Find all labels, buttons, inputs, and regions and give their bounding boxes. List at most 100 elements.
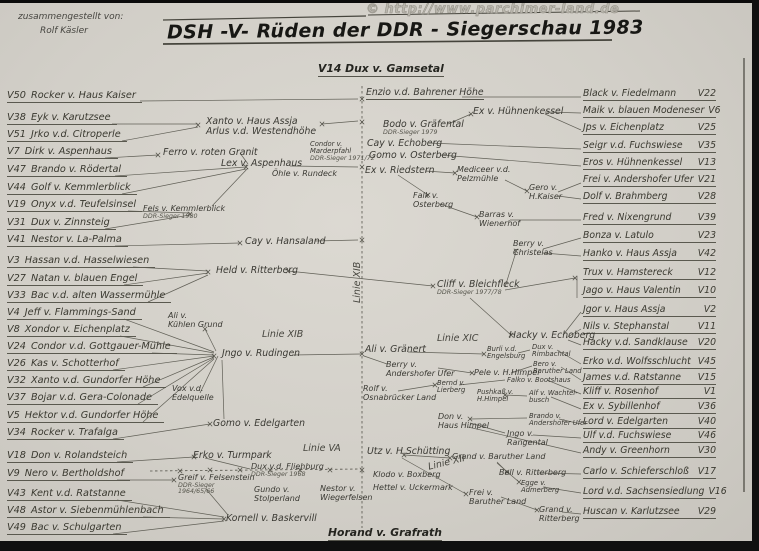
dog-name: Condor v.d. Gottgauer-Mühle — [30, 341, 171, 352]
right-rated-dog-row: Hanko v. Haus Assja V42 — [583, 248, 716, 261]
v-rank: V32 — [7, 375, 26, 386]
v-rank: V26 — [7, 358, 26, 369]
pedigree-line — [211, 167, 249, 207]
left-rated-dog-row: V4 Jeff v. Flammings-Sand — [7, 307, 142, 320]
credit-line-2: Rolf Käsler — [40, 26, 88, 37]
page-title: DSH -V- Rüden der DDR - Siegerschau 1983 — [166, 16, 644, 44]
ancestor-node-bodo: Bodo v. Gräfental DDR-Sieger 1979 — [383, 119, 464, 137]
pedigree-line — [237, 467, 243, 473]
v-rank: V20 — [697, 337, 716, 348]
right-rated-dog-row: James v.d. Ratstanne V15 — [583, 372, 716, 385]
bloodline-label: Linie VA — [303, 443, 341, 454]
ancestor-node-ferro: Ferro v. roten Granit — [163, 147, 258, 158]
left-rated-dog-row: V3 Hassan v.d. Hasselwiesen — [7, 255, 156, 268]
ancestor-node-kornell: Kornell v. Baskervill — [226, 513, 317, 524]
bloodline-label: Linie XIB — [262, 329, 304, 340]
ancestor-node-erko-turmpark: Erko v. Turmpark — [193, 450, 272, 461]
v-rank: V18 — [7, 450, 26, 461]
ancestor-node-gomo-osterberg: Gomo v. Osterberg — [369, 150, 457, 161]
right-rated-dog-row: Maik v. blauen Modeneser V6 — [583, 105, 721, 118]
pedigree-line — [359, 119, 365, 125]
ancestor-node-klodo-boxberg: Klodo v. Boxberg — [373, 470, 441, 479]
dog-name: Golf v. Kemmlerblick — [30, 182, 131, 193]
scan-border-top — [0, 0, 759, 3]
dog-name: Rocker v. Trafalga — [30, 427, 118, 438]
dog-name: James v.d. Ratstanne — [583, 372, 682, 383]
pedigree-line — [458, 379, 506, 386]
right-rated-dog-row: Kliff v. Rosenhof V1 — [583, 386, 716, 399]
right-rated-dog-row: Andy v. Greenhorn V30 — [583, 445, 716, 458]
dog-name: Natan v. blauen Engel — [30, 273, 138, 284]
v-rank: V37 — [7, 392, 26, 403]
v-rank: V29 — [697, 506, 716, 517]
pedigree-line — [359, 467, 365, 473]
right-rated-dog-row: Fred v. Nixengrund V39 — [583, 212, 716, 225]
dog-name: Frei v. Andershofer Ufer — [583, 174, 694, 185]
pedigree-line — [481, 351, 487, 357]
dog-name: Eyk v. Karutzsee — [30, 112, 111, 123]
pedigree-line — [319, 121, 325, 127]
pedigree-line — [327, 467, 333, 473]
pedigree-line — [359, 467, 365, 473]
v-rank: V27 — [7, 273, 26, 284]
v-rank: V47 — [7, 164, 26, 175]
ancestor-node-gomo-edelgarten: Gomo v. Edelgarten — [213, 418, 306, 429]
dog-name: Lord v.d. Sachsensiedlung — [583, 486, 705, 497]
v-rank: V43 — [7, 488, 26, 499]
right-rated-dog-row: Seigr v.d. Fuchswiese V35 — [583, 140, 716, 153]
pedigree-line — [211, 353, 217, 359]
v-rank: V6 — [708, 105, 721, 116]
right-rated-dog-row: Frei v. Andershofer Ufer V21 — [583, 174, 716, 187]
ancestor-node-berry-andershofer: Berry v. Andershofer Ufer — [386, 360, 455, 378]
v-rank: V38 — [7, 112, 26, 123]
dog-name: Nils v. Stephanstal — [583, 321, 669, 332]
pedigree-line — [155, 152, 161, 158]
pedigree-line — [207, 467, 213, 473]
right-rated-dog-row: Jgor v. Haus Assja V2 — [583, 304, 716, 317]
left-rated-dog-row: V50 Rocker v. Haus Kaiser — [7, 90, 142, 103]
left-rated-dog-row: V34 Rocker v. Trafalga — [7, 427, 124, 440]
right-rated-dog-row: Jago v. Haus Valentin V10 — [583, 285, 716, 298]
right-rated-dog-row: Bonza v. Latulo V23 — [583, 230, 716, 243]
v-rank: V40 — [697, 416, 716, 427]
pedigree-line — [463, 491, 469, 497]
pedigree-line — [237, 240, 243, 246]
v-rank: V2 — [703, 304, 716, 315]
pedigree-line — [327, 467, 333, 473]
pedigree-line — [427, 142, 582, 150]
dog-name: Jrko v.d. Citroperle — [30, 129, 121, 140]
ancestor-node-egge: Egge v. Admerberg — [521, 479, 560, 495]
pedigree-line — [359, 164, 365, 170]
v-rank: V16 — [708, 486, 727, 497]
ancestor-node-held: Held v. Ritterberg — [216, 265, 299, 276]
dog-name: Don v. Rolandsteich — [30, 450, 128, 461]
ancestor-node-gundo: Gundo v. Stolperland — [254, 485, 300, 503]
pedigree-line — [359, 119, 365, 125]
pedigree-line — [207, 421, 213, 427]
dog-name: Astor v. Siebenmühlenbach — [30, 505, 164, 516]
dog-name: Bac v.d. alten Wassermühle — [30, 290, 166, 301]
pedigree-line — [572, 275, 578, 281]
v-rank: V28 — [697, 191, 716, 202]
dog-name: Dolf v. Brahmberg — [583, 191, 668, 202]
ancestor-node-mediceer: Mediceer v.d. Pelzmühle — [457, 165, 511, 183]
dog-name: Ex v. Sybillenhof — [583, 401, 660, 412]
pedigree-line — [171, 477, 177, 483]
ancestor-node-don-haus-himpel: Don v. Haus Himpel — [438, 412, 489, 430]
dog-name: Hassan v.d. Hasselwiesen — [24, 255, 150, 266]
pedigree-line — [204, 328, 217, 352]
ancestor-node-ex-huehnenkessel: Ex v. Hühnenkessel — [473, 106, 564, 117]
ancestor-node-ali-kuehlen-grund: Ali v. Kühlen Grund — [168, 311, 223, 329]
dog-name: Maik v. blauen Modeneser — [583, 105, 705, 116]
v-rank: V7 — [7, 146, 20, 157]
pedigree-line — [112, 355, 215, 371]
pedigree-line — [481, 351, 487, 357]
pedigree-line — [321, 120, 359, 125]
ancestor-node-rolf-osnabruecker: Rolf v. Osnabrücker Land — [363, 384, 437, 402]
ancestor-node-dux-rimbachtal: Dux v. Rimbachtal — [532, 343, 571, 359]
right-rated-dog-row: Huscan v. Karlutzsee V29 — [583, 506, 716, 519]
dog-name: Jps v. Eichenplatz — [583, 122, 664, 133]
pedigree-line — [291, 353, 362, 356]
dog-name: Seigr v.d. Fuchswiese — [583, 140, 683, 151]
dog-name: Jgor v. Haus Assja — [583, 304, 666, 315]
